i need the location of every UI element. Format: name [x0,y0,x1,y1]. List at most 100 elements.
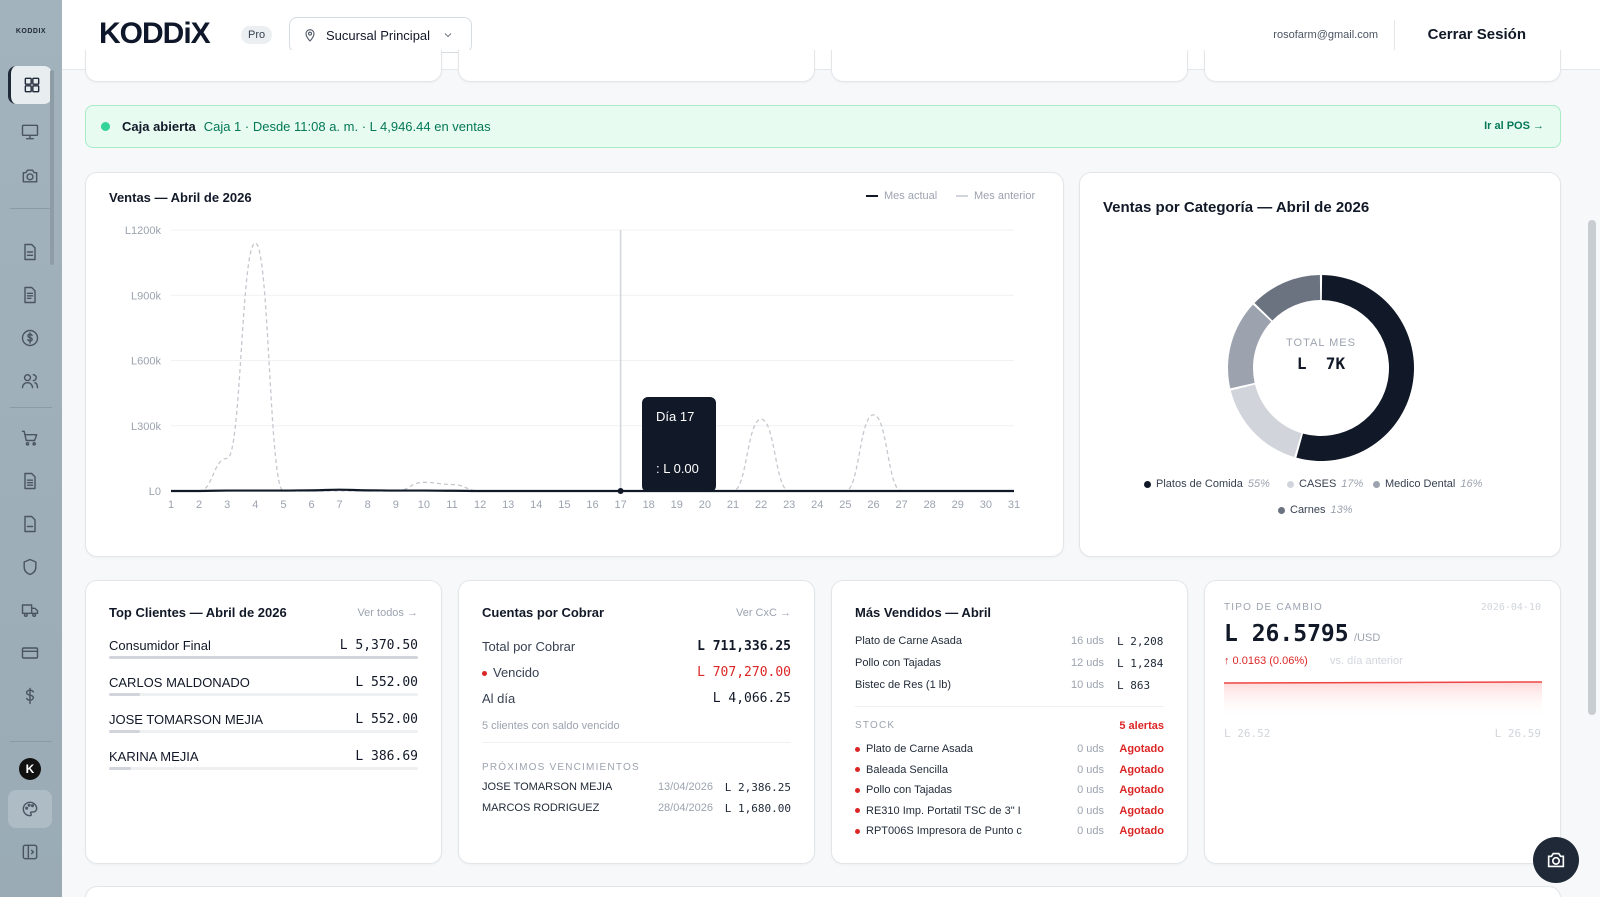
y-tick-label: L0 [149,486,161,498]
donut-slice[interactable] [1228,304,1272,389]
logout-button[interactable]: Cerrar Sesión [1427,26,1526,43]
list-item[interactable]: Pollo con Tajadas 0 uds Agotado [855,784,1164,800]
legend-dot [1144,480,1151,488]
branch-selector[interactable]: Sucursal Principal [289,17,472,53]
x-tick-label: 26 [867,499,879,511]
sidebar-item-security[interactable] [8,548,52,586]
best-sellers-card: Más Vendidos — Abril Plato de Carne Asad… [831,580,1188,864]
donut-slice[interactable] [1230,384,1302,458]
list-item[interactable]: JOSE TOMARSON MEJIA 13/04/2026 L 2,386.25 [482,781,791,797]
stock-alerts[interactable]: 5 alertas [1119,720,1164,732]
page-scrollbar[interactable] [1588,220,1596,715]
list-item[interactable]: RPT006S Impresora de Punto c 0 uds Agotado [855,825,1164,841]
sidebar-item-pos[interactable] [8,113,52,151]
palette-icon [22,801,38,817]
sidebar-item-orders[interactable] [8,462,52,500]
list-item[interactable]: RE310 Imp. Portatil TSC de 3" I 0 uds Agot… [855,805,1164,821]
sidebar-item-finance[interactable] [8,677,52,715]
sidebar-item-cards[interactable] [8,634,52,672]
plan-badge: Pro [241,26,273,44]
legend-current: Mes actual [866,190,937,202]
exchange-title: TIPO DE CAMBIO [1224,602,1324,613]
client-value: L 552.00 [355,675,418,690]
x-tick-label: 3 [224,499,230,511]
x-tick-label: 17 [614,499,626,511]
product-qty: 12 uds [1070,657,1104,669]
cash-register-banner: Caja abierta Caja 1 · Desde 11:08 a. m. … [85,105,1561,148]
sidebar-scrollbar[interactable] [50,70,54,265]
list-item[interactable]: MARCOS RODRIGUEZ 28/04/2026 L 1,680.00 [482,802,791,818]
product-value: L 1,284 [1117,657,1164,670]
x-tick-label: 18 [643,499,655,511]
sidebar-item-clients[interactable] [8,362,52,400]
x-tick-label: 1 [168,499,174,511]
donut-slice[interactable] [1296,275,1414,461]
sidebar-item-purchases[interactable] [8,419,52,457]
client-value: L 552.00 [355,712,418,727]
due-date: 13/04/2026 [657,781,713,793]
sidebar-item-theme[interactable] [8,790,52,828]
panel-toggle-icon [22,844,38,860]
y-tick-label: L1200k [125,225,162,237]
list-item[interactable]: Plato de Carne Asada 16 uds L 2,208 [855,635,1164,651]
screenshot-button[interactable] [1533,837,1579,883]
exchange-change-note: vs. día anterior [1330,655,1403,667]
category-donut-chart[interactable] [1080,233,1562,533]
donut-slice[interactable] [1254,275,1321,321]
table-row[interactable]: Consumidor Final L 5,370.50 [109,638,418,662]
stock-title: STOCK [855,720,896,731]
legend-label: Medico Dental [1385,478,1456,490]
x-tick-label: 14 [530,499,542,511]
product-value: L 863 [1117,679,1151,692]
sidebar-item-camera[interactable] [8,157,52,195]
stat-card-2 [458,50,815,82]
koddix-avatar-icon: K [19,758,41,780]
overdue-note: 5 clientes con saldo vencido [482,720,620,732]
legend-dot [1287,480,1294,488]
table-row[interactable]: KARINA MEJIA L 386.69 [109,749,418,773]
sidebar-item-account[interactable]: K [8,750,52,788]
x-tick-label: 23 [783,499,795,511]
x-tick-label: 16 [586,499,598,511]
document-list-icon [24,472,36,490]
list-item[interactable]: Plato de Carne Asada 0 uds Agotado [855,743,1164,759]
x-tick-label: 21 [727,499,739,511]
x-tick-label: 15 [558,499,570,511]
client-value: L 386.69 [355,749,418,764]
sidebar-item-dashboard[interactable] [8,66,52,104]
list-item[interactable]: Baleada Sencilla 0 uds Agotado [855,764,1164,780]
table-row[interactable]: JOSE TOMARSON MEJIA L 552.00 [109,712,418,736]
x-tick-label: 11 [446,499,457,511]
exchange-change: ↑ 0.0163 (0.06%) [1224,655,1308,667]
x-tick-label: 10 [418,499,430,511]
sidebar-item-reports[interactable] [8,505,52,543]
exchange-max: L 26.59 [1494,727,1541,740]
table-row[interactable]: CARLOS MALDONADO L 552.00 [109,675,418,699]
dollar-icon [25,687,35,705]
client-share-bar [109,730,418,733]
x-tick-label: 20 [699,499,711,511]
list-item[interactable]: Pollo con Tajadas 12 uds L 1,284 [855,657,1164,673]
legend-dot [1278,506,1285,514]
stock-status: Agotado [1119,784,1164,796]
grid-icon [24,77,39,93]
exchange-rate: L 26.5795 [1224,621,1349,647]
view-all-clients-link[interactable]: Ver todos → [357,607,418,619]
sidebar: KODDIX K [0,0,62,897]
sidebar-item-quotes[interactable] [8,276,52,314]
stat-card-4 [1204,50,1561,82]
stock-product: Pollo con Tajadas [855,784,952,796]
sidebar-collapse-button[interactable] [8,833,52,871]
user-email: rosofarm@gmail.com [1273,29,1378,41]
sidebar-item-payments[interactable] [8,319,52,357]
sidebar-item-delivery[interactable] [8,591,52,629]
series-current-line [171,488,1014,493]
stock-product: RPT006S Impresora de Punto c [855,825,1022,837]
due-client: MARCOS RODRIGUEZ [482,802,600,814]
view-receivables-link[interactable]: Ver CxC → [735,607,791,619]
go-to-pos-link[interactable]: Ir al POS → [1484,120,1544,132]
legend-percent: 16% [1460,478,1483,490]
list-item[interactable]: Bistec de Res (1 lb) 10 uds L 863 [855,679,1164,695]
sidebar-item-invoices[interactable] [8,233,52,271]
